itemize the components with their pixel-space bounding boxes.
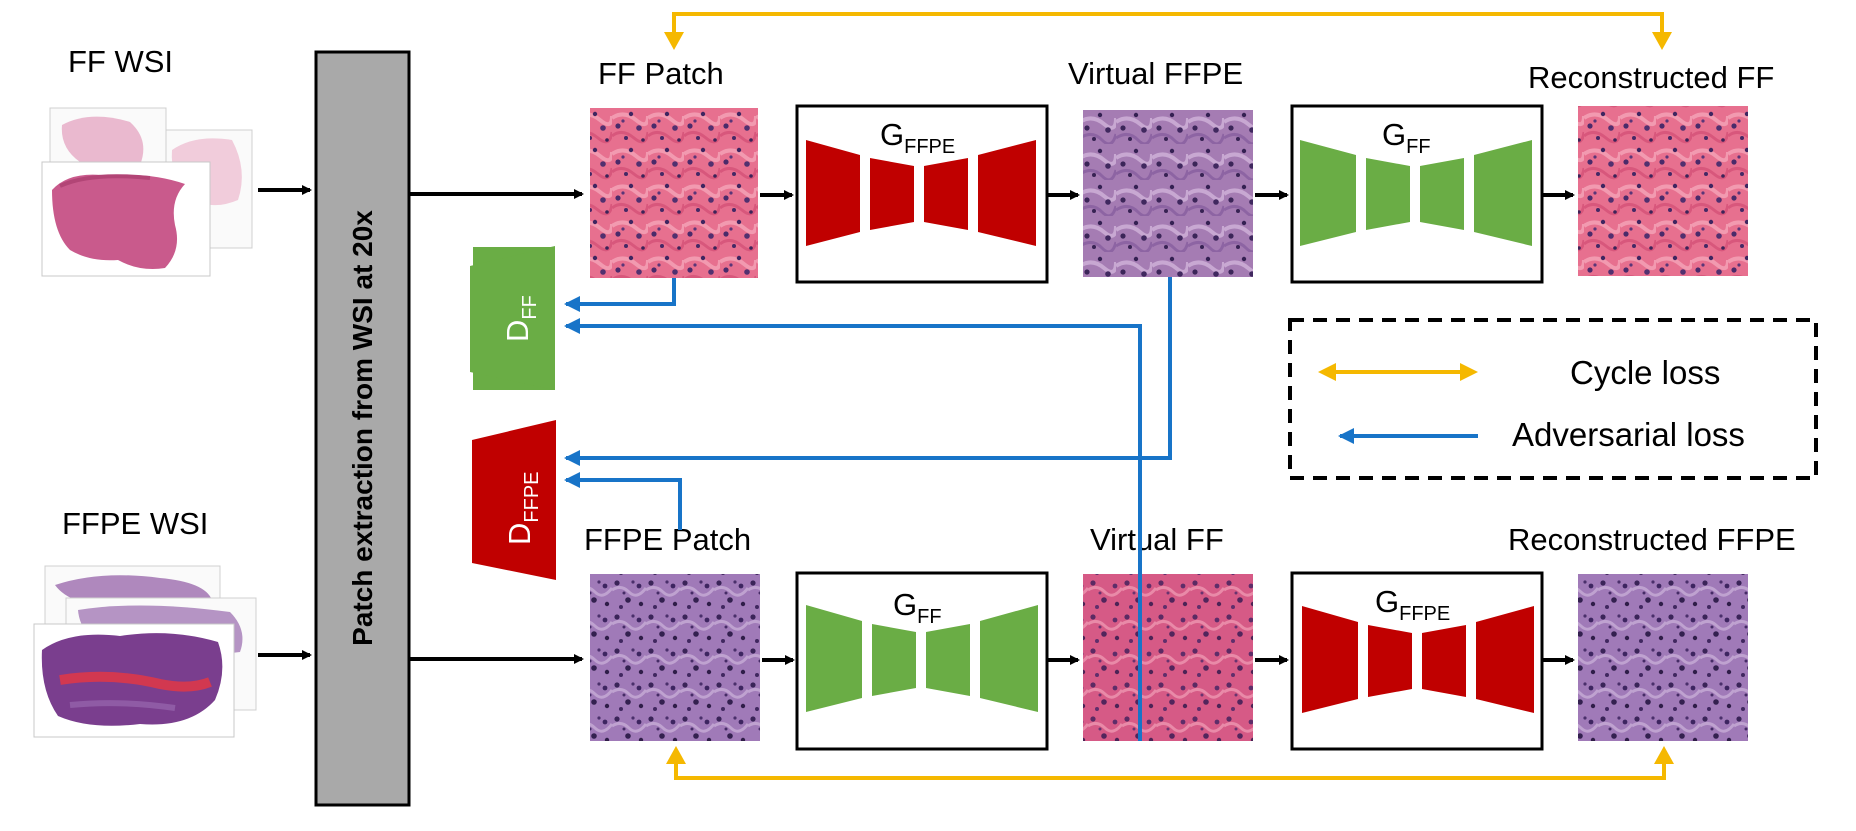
generator-ff-top-sub: FF	[1406, 136, 1430, 158]
svg-text:GFFPE: GFFPE	[880, 117, 955, 158]
discriminator-ffpe-main: D	[502, 523, 537, 545]
virtual-ffpe-image	[1083, 110, 1253, 277]
generator-ff-bottom: GFF	[795, 571, 1049, 751]
legend-cycle-label: Cycle loss	[1570, 354, 1720, 391]
generator-ff-bottom-sub: FF	[917, 606, 941, 628]
bottom-cycle-head-left	[666, 746, 686, 764]
ff-patch-label: FF Patch	[598, 56, 724, 91]
virtual-ff-to-dff-arrow	[564, 318, 1142, 741]
discriminator-ff-main: D	[500, 320, 535, 342]
top-row: FF Patch GFFPE Virtual FFPE GFF	[590, 56, 1774, 284]
legend-cycle: Cycle loss	[1318, 354, 1720, 391]
generator-ff-bottom-main: G	[893, 587, 917, 622]
ffpe-patch-image	[590, 574, 760, 741]
ffpe-wsi-source: FFPE WSI	[33, 506, 257, 738]
reconstructed-ffpe-label: Reconstructed FFPE	[1508, 522, 1796, 557]
svg-text:DFF: DFF	[500, 295, 541, 342]
virtual-ff-label: Virtual FF	[1090, 522, 1224, 557]
svg-text:GFFPE: GFFPE	[1375, 584, 1450, 625]
patch-extraction-bar: Patch extraction from WSI at 20x	[314, 50, 411, 807]
reconstructed-ff-label: Reconstructed FF	[1528, 60, 1774, 95]
legend-cycle-head-right	[1460, 363, 1478, 381]
generator-ffpe-bottom: GFFPE	[1290, 571, 1544, 751]
virtual-ffpe-label: Virtual FFPE	[1068, 56, 1243, 91]
reconstructed-ff-image	[1578, 106, 1748, 276]
ff-wsi-source: FF WSI	[41, 44, 253, 277]
bottom-cycle-line	[674, 756, 1666, 780]
legend-adversarial-label: Adversarial loss	[1512, 416, 1745, 453]
svg-text:DFFPE: DFFPE	[502, 471, 543, 545]
ff-patch-image	[590, 108, 758, 278]
generator-ff-top-main: G	[1382, 117, 1406, 152]
bottom-cycle-head-right	[1654, 746, 1674, 764]
svg-text:GFF: GFF	[893, 587, 942, 628]
generator-ffpe-top-main: G	[880, 117, 904, 152]
bottom-row: FFPE Patch GFF Virtual FF GFFPE	[584, 522, 1796, 751]
generator-ffpe-bottom-sub: FFPE	[1399, 603, 1450, 625]
generator-ffpe-top: GFFPE	[795, 104, 1049, 284]
cycle-arrows	[664, 12, 1674, 780]
discriminator-ffpe: DFFPE	[472, 420, 556, 580]
top-cycle-head-left	[664, 32, 684, 50]
top-cycle-line	[672, 12, 1664, 40]
virtual-ff-image	[1083, 574, 1253, 741]
reconstructed-ffpe-image	[1578, 574, 1748, 741]
discriminator-ff-sub: FF	[519, 295, 541, 319]
patch-extraction-label: Patch extraction from WSI at 20x	[347, 210, 378, 646]
ffpe-patch-to-dffpe-arrow	[564, 472, 682, 530]
legend-cycle-head-left	[1318, 363, 1336, 381]
top-cycle-head-right	[1652, 32, 1672, 50]
discriminator-ff: DFF	[470, 246, 555, 390]
legend: Cycle loss Adversarial loss	[1288, 318, 1818, 480]
legend-adversarial: Adversarial loss	[1338, 416, 1745, 453]
ffpe-patch-label: FFPE Patch	[584, 522, 751, 557]
ff-wsi-slides	[41, 107, 253, 277]
ffpe-wsi-slides	[33, 565, 257, 738]
generator-ff-top: GFF	[1290, 104, 1544, 284]
generator-ffpe-bottom-main: G	[1375, 584, 1399, 619]
discriminator-ffpe-sub: FFPE	[521, 471, 543, 522]
svg-text:GFF: GFF	[1382, 117, 1431, 158]
ff-patch-to-dff-arrow	[564, 278, 676, 312]
virtual-ffpe-to-dffpe-arrow	[564, 277, 1172, 466]
ff-wsi-label: FF WSI	[68, 44, 173, 79]
adversarial-arrows	[564, 277, 1172, 741]
generator-ffpe-top-sub: FFPE	[904, 136, 955, 158]
ffpe-wsi-label: FFPE WSI	[62, 506, 208, 541]
